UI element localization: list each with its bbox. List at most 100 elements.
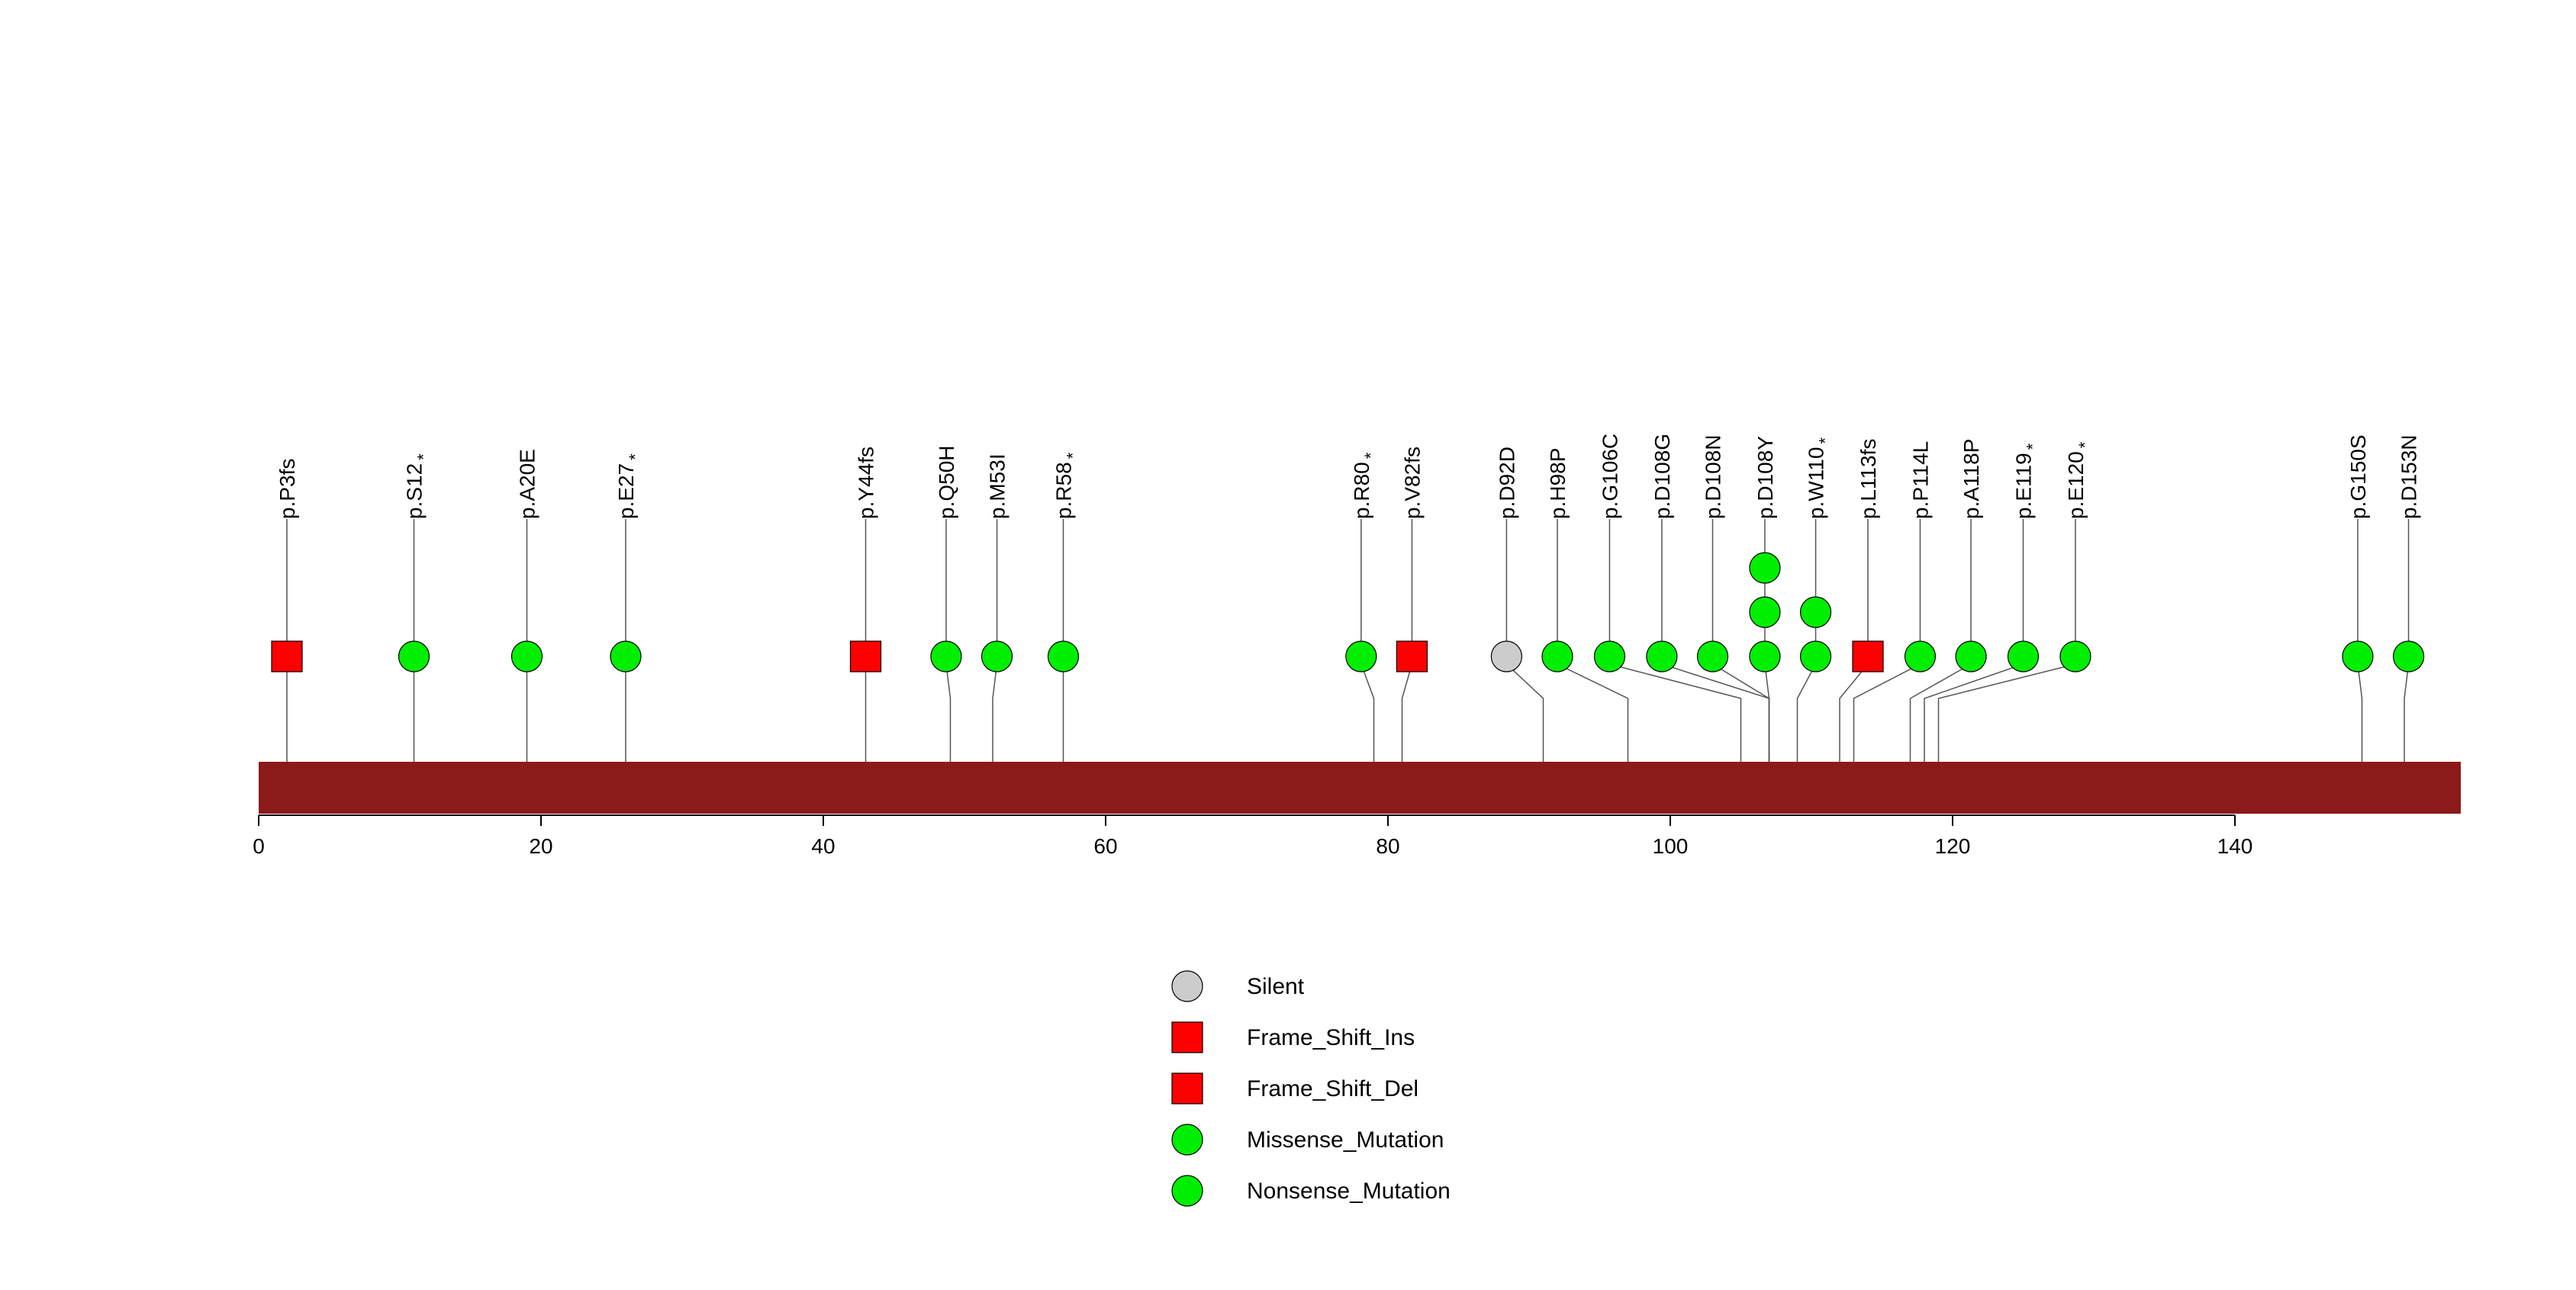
mutation-label: p.S12 * — [403, 453, 433, 519]
missense-marker — [1749, 596, 1781, 628]
axis-tick-label: 120 — [1935, 834, 1971, 858]
mutation-label-text: p.S12 — [403, 463, 427, 519]
mutation-label-text: p.L113fs — [1856, 439, 1880, 519]
nonsense-marker — [398, 640, 430, 672]
legend-label: Missense_Mutation — [1247, 1127, 1444, 1153]
mutation-label: p.P3fs — [275, 459, 299, 519]
axis-tick-label: 40 — [811, 834, 835, 858]
nonsense-star: * — [1816, 437, 1835, 444]
x-axis: 0 20 40 60 80 100 120 140 — [253, 814, 2253, 858]
legend-item: Silent — [1171, 970, 1305, 1002]
missense-marker — [2392, 640, 2425, 672]
axis-tick-label: 140 — [2217, 834, 2253, 858]
mutation-label: p.W110 * — [1805, 437, 1835, 519]
mutation-label: p.V82fs — [1400, 447, 1424, 519]
mutation-label: p.Y44fs — [855, 447, 878, 519]
axis-tick-label: 80 — [1376, 834, 1399, 858]
missense-marker — [1749, 552, 1781, 584]
mutation-label-text: p.D108G — [1650, 434, 1674, 519]
mutation-label: p.H98P — [1546, 448, 1570, 519]
mutation-label-text: p.W110 — [1805, 447, 1828, 519]
missense-marker — [1646, 640, 1678, 672]
mutation-label-text: p.Q50H — [935, 446, 958, 520]
mutation-connector — [2404, 519, 2410, 814]
legend: Silent Frame_Shift_Ins Frame_Shift_Del Miss… — [1171, 970, 1451, 1207]
mutation-connector — [1839, 519, 1869, 814]
mutation-label-text: p.D108N — [1702, 434, 1725, 519]
mutation-label-text: p.G106C — [1598, 434, 1621, 519]
legend-swatch-square — [1171, 1021, 1203, 1053]
mutation-label-text: p.Y44fs — [855, 447, 878, 519]
nonsense-marker — [1799, 596, 1832, 628]
mutation-label: p.D108Y — [1753, 436, 1777, 519]
axis-tick-label: 100 — [1653, 834, 1689, 858]
mutation-connector — [1937, 519, 2076, 814]
mutation-label-text: p.R58 — [1052, 462, 1076, 519]
mutation-label: p.E27 * — [614, 453, 645, 519]
mutation-label: p.D108G — [1650, 434, 1674, 519]
mutation-label-text: p.R80 — [1350, 462, 1373, 519]
mutation-label-text: p.M53I — [986, 453, 1009, 519]
mutation-label: p.D92D — [1495, 447, 1518, 519]
mutation-label-text: p.P114L — [1908, 441, 1932, 519]
mutation-connector — [1401, 519, 1413, 814]
mutation-label: p.E120 * — [2064, 441, 2095, 519]
mutation-connector — [1909, 519, 1972, 814]
axis-tick-label: 60 — [1093, 834, 1117, 858]
mutation-label: p.G106C — [1598, 434, 1621, 519]
mutation-connector — [1796, 519, 1817, 814]
legend-label: Silent — [1247, 974, 1305, 999]
nonsense-star: * — [1064, 452, 1083, 459]
mutation-labels: p.P3fs p.S12 * p.A20E p.E27 * p.Y44fs p.Q50H p.M… — [275, 434, 2421, 519]
mutation-label-text: p.A118P — [1959, 439, 1983, 519]
legend-item: Missense_Mutation — [1171, 1124, 1444, 1156]
mutation-label-text: p.D153N — [2397, 434, 2421, 519]
nonsense-marker — [610, 640, 642, 672]
mutation-connector — [1853, 519, 1921, 814]
nonsense-marker — [2007, 640, 2040, 672]
missense-marker — [1955, 640, 1987, 672]
connector-lines — [286, 519, 2410, 814]
mutation-connector — [2357, 519, 2363, 814]
mutation-label-text: p.E27 — [614, 463, 638, 519]
mutation-label-text: p.P3fs — [275, 459, 299, 519]
nonsense-star: * — [626, 453, 645, 460]
legend-item: Frame_Shift_Ins — [1171, 1021, 1415, 1053]
nonsense-marker — [1047, 640, 1080, 672]
legend-label: Nonsense_Mutation — [1247, 1179, 1451, 1204]
nonsense-star: * — [1361, 452, 1380, 459]
mutation-label: p.A118P — [1959, 439, 1983, 519]
mutation-connector — [1360, 519, 1375, 814]
legend-item: Frame_Shift_Del — [1171, 1072, 1418, 1105]
missense-marker — [510, 640, 543, 672]
mutation-label-text: p.V82fs — [1400, 447, 1424, 519]
nonsense-star: * — [2075, 441, 2095, 448]
missense-marker — [980, 640, 1013, 672]
legend-item: Nonsense_Mutation — [1171, 1175, 1451, 1207]
mutation-label: p.P114L — [1908, 441, 1932, 519]
axis-tick-label: 0 — [253, 834, 265, 858]
mutation-label-text: p.A20E — [516, 449, 539, 519]
mutation-connector — [1505, 519, 1544, 814]
protein-bar — [259, 762, 2461, 814]
missense-marker — [1593, 640, 1626, 672]
silent-marker — [1490, 640, 1523, 672]
mutation-connector — [1764, 519, 1770, 814]
mutation-connector — [1924, 519, 2024, 814]
mutation-connector — [1608, 519, 1742, 814]
mutation-label: p.L113fs — [1856, 439, 1880, 519]
nonsense-marker — [1345, 640, 1377, 672]
missense-marker — [1541, 640, 1573, 672]
missense-marker — [930, 640, 962, 672]
nonsense-marker — [1799, 640, 1832, 672]
legend-label: Frame_Shift_Del — [1247, 1076, 1418, 1101]
missense-marker — [1904, 640, 1937, 672]
mutation-label-text: p.G150S — [2346, 434, 2370, 519]
nonsense-marker — [2059, 640, 2091, 672]
missense-marker — [1749, 640, 1781, 672]
frame-shift-marker — [1396, 640, 1428, 672]
frame-shift-marker — [271, 640, 303, 672]
mutation-label: p.A20E — [516, 449, 539, 519]
mutation-label: p.D108N — [1702, 434, 1725, 519]
